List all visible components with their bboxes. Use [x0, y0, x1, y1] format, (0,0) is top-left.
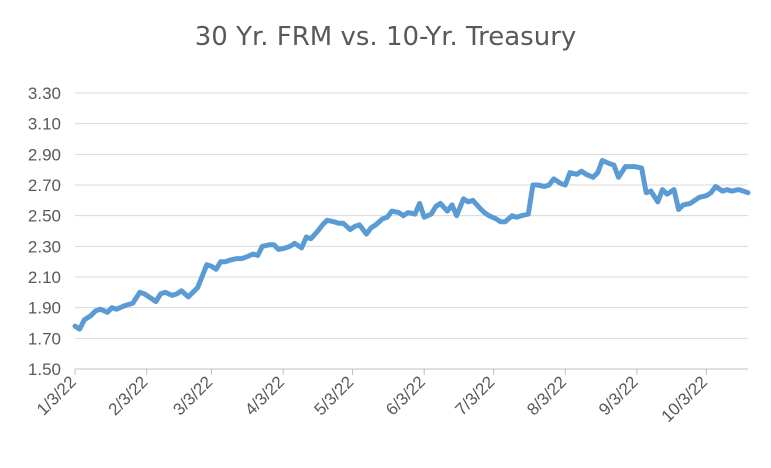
x-tick-label: 8/3/22 [523, 372, 570, 419]
y-tick-label: 2.90 [28, 145, 61, 164]
x-tick-label: 7/3/22 [452, 372, 499, 419]
x-tick-label: 10/3/22 [658, 372, 712, 426]
y-tick-label: 2.10 [28, 268, 61, 287]
y-axis-labels: 1.50 1.70 1.90 2.10 2.30 2.50 2.70 2.90 3.10 3.30 [28, 84, 61, 379]
y-tick-label: 3.10 [28, 115, 61, 134]
x-tick-label: 2/3/22 [105, 372, 152, 419]
y-tick-label: 3.30 [28, 84, 61, 103]
x-axis [74, 368, 748, 375]
y-tick-label: 2.70 [28, 176, 61, 195]
x-axis-labels: 1/3/22 2/3/22 3/3/22 4/3/22 5/3/22 6/3/22 7/3/… [33, 372, 711, 426]
y-tick-label: 2.50 [28, 207, 61, 226]
x-tick-label: 3/3/22 [169, 372, 216, 419]
x-tick-label: 4/3/22 [241, 372, 288, 419]
series-line [72, 158, 751, 332]
y-tick-label: 1.90 [28, 299, 61, 318]
x-tick-label: 9/3/22 [595, 372, 642, 419]
y-tick-label: 1.50 [28, 360, 61, 379]
gridlines [75, 92, 748, 339]
chart-title: 30 Yr. FRM vs. 10-Yr. Treasury [194, 22, 577, 52]
y-tick-label: 2.30 [28, 237, 61, 256]
x-tick-label: 5/3/22 [310, 372, 357, 419]
x-tick-label: 6/3/22 [382, 372, 429, 419]
y-tick-label: 1.70 [28, 329, 61, 348]
x-tick-label: 1/3/22 [33, 372, 80, 419]
series-group [72, 158, 751, 332]
